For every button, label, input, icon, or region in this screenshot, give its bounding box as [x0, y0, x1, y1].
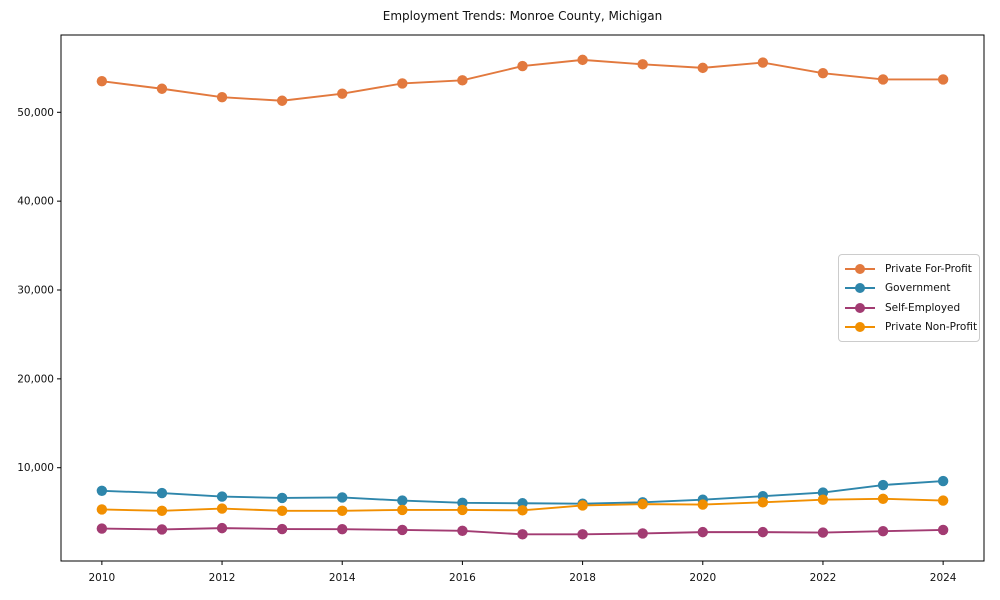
- y-tick-label: 50,000: [17, 107, 54, 119]
- data-point: [637, 498, 648, 510]
- data-point: [697, 499, 708, 510]
- legend-item: Self-Employed: [845, 298, 973, 318]
- data-point: [817, 527, 829, 538]
- x-tick-label: 2024: [930, 572, 957, 584]
- data-point: [216, 91, 228, 103]
- data-point: [397, 524, 408, 536]
- y-tick-label: 30,000: [17, 285, 54, 297]
- legend-swatch: [845, 282, 875, 294]
- x-tick-label: 2010: [88, 572, 115, 584]
- legend-label: Private Non-Profit: [885, 321, 978, 334]
- data-point: [457, 525, 468, 536]
- data-point: [457, 75, 468, 86]
- data-point: [397, 78, 408, 89]
- legend-item: Government: [845, 279, 973, 299]
- data-point: [457, 497, 468, 509]
- data-point: [517, 60, 528, 72]
- legend-item: Private For-Profit: [845, 259, 973, 279]
- data-point: [156, 83, 168, 94]
- data-point: [517, 529, 528, 540]
- y-tick-label: 10,000: [17, 462, 54, 474]
- data-point: [757, 57, 769, 68]
- data-point: [517, 505, 528, 516]
- data-point: [757, 497, 769, 508]
- x-tick-label: 2014: [329, 572, 356, 584]
- data-point: [877, 526, 889, 537]
- data-point: [216, 522, 228, 534]
- data-point: [937, 475, 949, 487]
- legend-swatch: [845, 263, 875, 275]
- data-point: [337, 523, 348, 535]
- chart-title: Employment Trends: Monroe County, Michig…: [382, 9, 663, 23]
- data-point: [937, 524, 949, 536]
- data-point: [276, 523, 288, 535]
- data-point: [397, 495, 408, 506]
- data-point: [156, 505, 168, 516]
- data-point: [397, 504, 408, 516]
- legend-item: Private Non-Profit: [845, 318, 977, 338]
- data-point: [577, 500, 588, 511]
- data-point: [637, 528, 648, 539]
- data-point: [697, 62, 708, 74]
- data-point: [637, 59, 648, 70]
- data-point: [457, 504, 468, 516]
- legend-swatch: [845, 302, 875, 314]
- data-point: [577, 54, 588, 66]
- data-point: [817, 494, 829, 505]
- data-point: [156, 524, 168, 535]
- data-point: [937, 74, 949, 85]
- legend: Private For-Profit Government Self-Employe…: [838, 254, 980, 342]
- data-point: [757, 526, 769, 538]
- x-tick-label: 2012: [209, 572, 236, 584]
- x-tick-label: 2022: [810, 572, 837, 584]
- data-point: [877, 74, 889, 85]
- data-point: [96, 76, 108, 87]
- data-point: [337, 505, 348, 516]
- data-point: [96, 485, 108, 497]
- data-point: [877, 493, 889, 505]
- data-point: [937, 495, 949, 506]
- data-point: [276, 505, 288, 516]
- data-point: [577, 529, 588, 540]
- y-tick-label: 40,000: [17, 196, 54, 208]
- data-point: [877, 479, 889, 491]
- axes-frame: [60, 34, 985, 562]
- legend-swatch: [845, 321, 875, 333]
- data-point: [517, 498, 528, 509]
- legend-label: Private For-Profit: [885, 262, 972, 275]
- x-tick-label: 2016: [449, 572, 476, 584]
- x-tick-label: 2018: [569, 572, 596, 584]
- x-tick-label: 2020: [689, 572, 716, 584]
- data-point: [697, 526, 708, 538]
- data-point: [817, 68, 829, 79]
- data-point: [216, 503, 228, 514]
- data-point: [156, 487, 168, 499]
- legend-label: Self-Employed: [885, 301, 961, 314]
- data-point: [96, 523, 108, 534]
- data-point: [276, 492, 288, 504]
- legend-label: Government: [885, 282, 951, 295]
- data-point: [337, 492, 348, 503]
- data-point: [276, 95, 288, 106]
- data-point: [216, 491, 228, 502]
- data-point: [817, 487, 829, 498]
- y-tick-label: 20,000: [17, 373, 54, 385]
- data-point: [96, 504, 108, 515]
- data-point: [337, 88, 348, 99]
